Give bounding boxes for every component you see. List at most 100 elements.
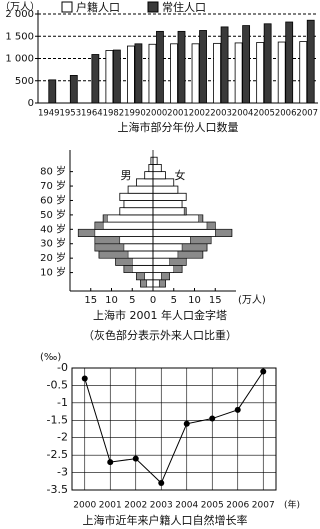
x-tick-label: 2003: [150, 501, 173, 511]
y-tick-label: 40 岁: [40, 222, 66, 235]
legend-swatch: [61, 1, 73, 13]
pyramid-bar: [123, 200, 154, 209]
bar: [177, 30, 186, 104]
pyramid-bar: [152, 171, 166, 180]
pyramid-bar: [152, 164, 162, 173]
bar: [112, 49, 121, 104]
y-tick-label: 80 岁: [40, 165, 66, 178]
x-tick-label: 15: [209, 295, 222, 306]
migrant-bar: [169, 257, 187, 266]
bar: [277, 41, 286, 104]
x-tick-label: 2005: [201, 501, 224, 511]
migrant-bar: [94, 243, 125, 252]
bar: [263, 23, 272, 104]
bar: [234, 42, 243, 104]
pyramid-bar: [119, 207, 154, 216]
y-unit: (‰): [40, 352, 61, 363]
y-unit: （万人）: [0, 1, 40, 13]
pyramid-bar: [144, 171, 154, 180]
y-tick-label: 50 岁: [40, 208, 66, 221]
side-label: 男: [121, 169, 132, 182]
x-unit: (年): [284, 499, 300, 511]
migrant-bar: [123, 265, 133, 273]
pyramid-bar: [152, 200, 183, 209]
chart-subtitle: （灰色部分表示外来人口比重）: [83, 328, 237, 342]
chart-title: 上海市部分年份人口数量: [118, 120, 239, 134]
migrant-bar: [190, 236, 212, 244]
x-tick-label: 10: [105, 295, 118, 306]
migrant-bar: [206, 221, 216, 230]
chart-title: 上海市 2001 年人口金字塔: [93, 308, 227, 322]
y-tick-label: 1 000: [5, 54, 34, 65]
point: [260, 368, 267, 375]
y-tick-label: 0: [28, 98, 34, 109]
x-tick-label: 2007: [296, 109, 318, 119]
x-unit: (万人): [238, 294, 266, 306]
point: [209, 415, 216, 422]
y-tick-label: 10 岁: [40, 266, 66, 279]
bar: [299, 41, 308, 104]
bar: [199, 30, 207, 104]
y-tick-label: -3: [57, 466, 68, 479]
migrant-bar: [198, 214, 204, 223]
bar: [134, 43, 143, 104]
migrant-bar: [158, 279, 166, 288]
legend-label: 常住人口: [162, 0, 206, 14]
point: [183, 420, 190, 427]
bar: [220, 26, 229, 104]
pyramid-bar: [152, 156, 158, 165]
pyramid-bar: [127, 185, 154, 194]
x-tick-label: 1953: [59, 109, 81, 119]
y-tick-label: -1.5: [47, 413, 68, 426]
x-tick-label: 5: [129, 295, 135, 306]
pyramid-bar: [152, 214, 204, 223]
y-tick-label: -3.5: [47, 483, 68, 496]
point: [234, 406, 241, 413]
pyramid-bar: [94, 221, 154, 230]
y-tick-label: -2.5: [47, 448, 68, 461]
x-tick-label: 2003: [210, 109, 232, 119]
x-tick-label: 1982: [103, 109, 125, 119]
point: [158, 480, 165, 487]
x-tick-label: 2004: [175, 501, 198, 511]
pyramid-bar: [152, 221, 216, 230]
bar: [242, 25, 251, 104]
pyramid-bar: [135, 178, 154, 187]
bar: [156, 30, 164, 104]
side-label: 女: [174, 168, 185, 182]
x-tick-label: 0: [150, 295, 156, 306]
x-tick-label: 5: [171, 295, 177, 306]
x-tick-label: 1990: [124, 109, 146, 119]
bar: [306, 19, 315, 104]
pyramid-bar: [152, 178, 175, 187]
plot-frame: [71, 367, 277, 491]
pyramid-bar: [102, 214, 154, 223]
bar: [91, 54, 100, 104]
bar: [213, 42, 221, 104]
y-tick-label: -0: [57, 361, 68, 374]
x-tick-label: 2001: [99, 501, 122, 511]
bar: [170, 43, 178, 104]
y-tick-label: -1: [57, 396, 68, 409]
migrant-bar: [173, 265, 183, 273]
migrant-bar: [161, 272, 170, 281]
bar: [148, 43, 157, 104]
migrant-bar: [78, 229, 96, 237]
x-tick-label: 2005: [253, 109, 275, 119]
x-tick-label: 2001: [167, 109, 189, 119]
migrant-bar: [215, 229, 233, 237]
pyramid-bar: [119, 192, 154, 201]
x-tick-label: 10: [188, 295, 201, 306]
bar: [105, 50, 114, 104]
legend-swatch: [147, 1, 159, 13]
x-tick-label: 2007: [252, 501, 275, 511]
point: [132, 455, 139, 462]
y-tick-label: 60 岁: [40, 193, 66, 206]
bar: [256, 42, 265, 104]
x-tick-label: 2000: [146, 109, 168, 119]
migrant-bar: [115, 257, 133, 266]
migrant-bar: [94, 236, 121, 244]
bar: [69, 75, 78, 104]
point: [81, 375, 88, 382]
